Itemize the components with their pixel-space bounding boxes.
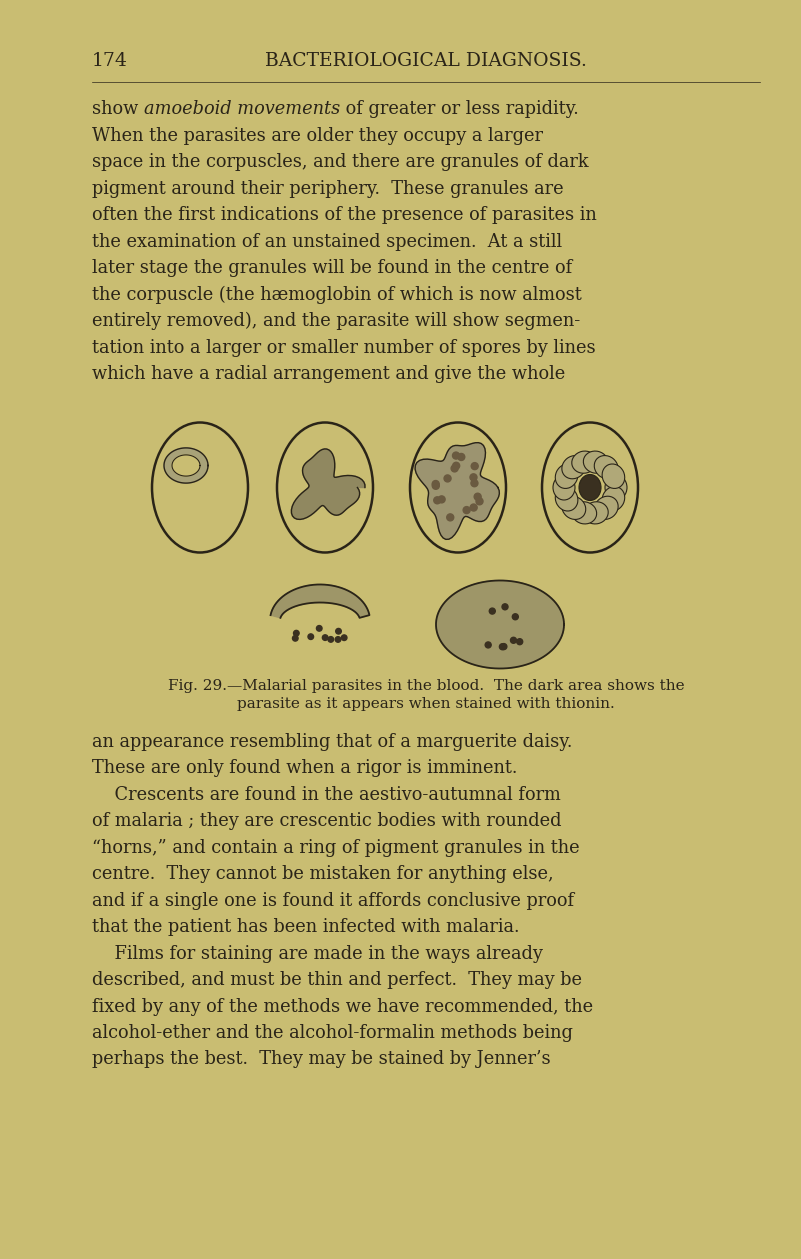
Text: Fig. 29.—Malarial parasites in the blood.  The dark area shows the: Fig. 29.—Malarial parasites in the blood… bbox=[167, 679, 684, 692]
Circle shape bbox=[434, 497, 441, 504]
Circle shape bbox=[513, 614, 518, 619]
Text: alcohol-ether and the alcohol-formalin methods being: alcohol-ether and the alcohol-formalin m… bbox=[92, 1024, 573, 1042]
Text: the corpuscle (the hæmoglobin of which is now almost: the corpuscle (the hæmoglobin of which i… bbox=[92, 286, 582, 303]
Ellipse shape bbox=[594, 456, 618, 478]
Ellipse shape bbox=[602, 465, 625, 488]
Text: Crescents are found in the aestivo-autumnal form: Crescents are found in the aestivo-autum… bbox=[92, 786, 561, 803]
Circle shape bbox=[308, 633, 313, 640]
Circle shape bbox=[438, 496, 445, 502]
Circle shape bbox=[463, 506, 470, 514]
Text: and if a single one is found it affords conclusive proof: and if a single one is found it affords … bbox=[92, 891, 574, 909]
Ellipse shape bbox=[583, 502, 608, 524]
Text: tation into a larger or smaller number of spores by lines: tation into a larger or smaller number o… bbox=[92, 339, 596, 356]
Ellipse shape bbox=[152, 423, 248, 553]
Circle shape bbox=[444, 475, 451, 482]
Circle shape bbox=[489, 608, 495, 614]
Text: pigment around their periphery.  These granules are: pigment around their periphery. These gr… bbox=[92, 180, 564, 198]
Circle shape bbox=[447, 514, 453, 521]
Ellipse shape bbox=[572, 451, 597, 473]
Ellipse shape bbox=[602, 486, 625, 511]
Circle shape bbox=[336, 628, 341, 635]
Ellipse shape bbox=[562, 456, 586, 478]
Text: When the parasites are older they occupy a larger: When the parasites are older they occupy… bbox=[92, 126, 543, 145]
Circle shape bbox=[292, 636, 298, 641]
Text: of greater or less rapidity.: of greater or less rapidity. bbox=[340, 99, 579, 118]
Text: space in the corpuscles, and there are granules of dark: space in the corpuscles, and there are g… bbox=[92, 154, 589, 171]
Text: entirely removed), and the parasite will show segmen-: entirely removed), and the parasite will… bbox=[92, 312, 580, 330]
Circle shape bbox=[453, 452, 460, 460]
Ellipse shape bbox=[594, 496, 618, 520]
Circle shape bbox=[470, 504, 477, 511]
Ellipse shape bbox=[555, 486, 578, 511]
Ellipse shape bbox=[410, 423, 506, 553]
Text: the examination of an unstained specimen.  At a still: the examination of an unstained specimen… bbox=[92, 233, 562, 251]
Circle shape bbox=[501, 643, 507, 650]
Circle shape bbox=[293, 631, 299, 636]
Polygon shape bbox=[436, 580, 564, 669]
Circle shape bbox=[517, 638, 523, 645]
Circle shape bbox=[470, 473, 477, 481]
Circle shape bbox=[510, 637, 517, 643]
Circle shape bbox=[433, 481, 439, 487]
Ellipse shape bbox=[562, 496, 586, 520]
Ellipse shape bbox=[579, 475, 601, 501]
Circle shape bbox=[341, 635, 347, 641]
Polygon shape bbox=[172, 454, 200, 476]
Text: described, and must be thin and perfect.  They may be: described, and must be thin and perfect.… bbox=[92, 971, 582, 990]
Text: amoeboid movements: amoeboid movements bbox=[144, 99, 340, 118]
Circle shape bbox=[433, 482, 439, 490]
Text: which have a radial arrangement and give the whole: which have a radial arrangement and give… bbox=[92, 365, 566, 383]
Circle shape bbox=[476, 497, 483, 505]
Circle shape bbox=[316, 626, 322, 631]
Ellipse shape bbox=[555, 465, 578, 488]
Circle shape bbox=[458, 453, 465, 461]
Text: centre.  They cannot be mistaken for anything else,: centre. They cannot be mistaken for anyt… bbox=[92, 865, 553, 883]
Text: often the first indications of the presence of parasites in: often the first indications of the prese… bbox=[92, 206, 597, 224]
Ellipse shape bbox=[572, 502, 597, 524]
Circle shape bbox=[328, 637, 333, 642]
Ellipse shape bbox=[583, 451, 608, 473]
Text: later stage the granules will be found in the centre of: later stage the granules will be found i… bbox=[92, 259, 572, 277]
Polygon shape bbox=[164, 448, 208, 483]
Circle shape bbox=[474, 494, 481, 500]
Ellipse shape bbox=[553, 475, 575, 500]
Circle shape bbox=[471, 462, 478, 470]
Text: that the patient has been infected with malaria.: that the patient has been infected with … bbox=[92, 918, 520, 935]
Circle shape bbox=[336, 637, 340, 642]
Ellipse shape bbox=[605, 475, 627, 500]
Polygon shape bbox=[415, 443, 499, 539]
Text: an appearance resembling that of a marguerite daisy.: an appearance resembling that of a margu… bbox=[92, 733, 573, 750]
Text: These are only found when a rigor is imminent.: These are only found when a rigor is imm… bbox=[92, 759, 517, 777]
Text: Films for staining are made in the ways already: Films for staining are made in the ways … bbox=[92, 944, 543, 962]
Text: fixed by any of the methods we have recommended, the: fixed by any of the methods we have reco… bbox=[92, 997, 593, 1016]
Text: 174: 174 bbox=[92, 52, 128, 71]
Circle shape bbox=[322, 635, 328, 641]
Ellipse shape bbox=[277, 423, 373, 553]
Circle shape bbox=[471, 480, 478, 487]
Text: perhaps the best.  They may be stained by Jenner’s: perhaps the best. They may be stained by… bbox=[92, 1050, 550, 1069]
Circle shape bbox=[453, 462, 460, 470]
Circle shape bbox=[502, 604, 508, 609]
Ellipse shape bbox=[542, 423, 638, 553]
Text: parasite as it appears when stained with thionin.: parasite as it appears when stained with… bbox=[237, 696, 615, 710]
Polygon shape bbox=[292, 449, 365, 520]
Text: of malaria ; they are crescentic bodies with rounded: of malaria ; they are crescentic bodies … bbox=[92, 812, 562, 830]
Text: BACTERIOLOGICAL DIAGNOSIS.: BACTERIOLOGICAL DIAGNOSIS. bbox=[265, 52, 587, 71]
Text: “horns,” and contain a ring of pigment granules in the: “horns,” and contain a ring of pigment g… bbox=[92, 838, 580, 856]
Polygon shape bbox=[271, 584, 369, 618]
Text: show: show bbox=[92, 99, 144, 118]
Circle shape bbox=[499, 643, 505, 650]
Circle shape bbox=[451, 465, 458, 472]
Circle shape bbox=[485, 642, 491, 648]
